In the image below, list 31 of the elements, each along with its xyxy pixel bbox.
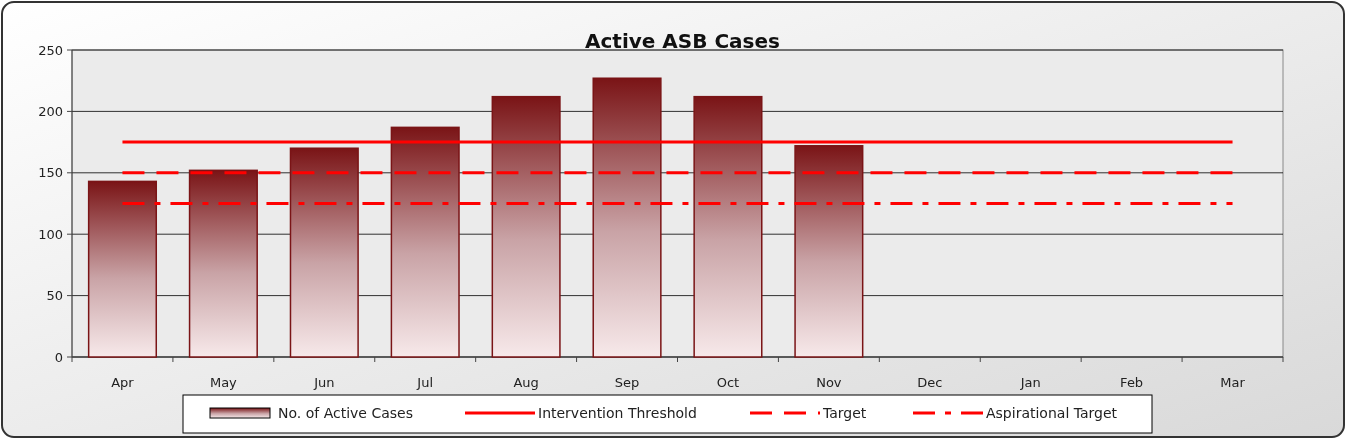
legend-label: Target [822, 404, 867, 421]
x-tick-label: Oct [716, 375, 740, 390]
x-tick-label: Mar [1220, 375, 1246, 390]
y-tick-label: 100 [38, 226, 63, 242]
x-tick-label: May [209, 375, 238, 390]
bar [794, 145, 864, 358]
bar [592, 77, 662, 358]
x-tick-label: Nov [816, 375, 842, 390]
x-tick-label: Feb [1120, 375, 1144, 390]
x-tick-label: Jul [416, 375, 434, 390]
bar [491, 95, 561, 358]
x-tick-label: Sep [614, 375, 640, 390]
bar [87, 180, 158, 358]
y-tick-label: 250 [38, 42, 63, 58]
legend-label: No. of Active Cases [278, 404, 413, 421]
x-tick-label: Aug [513, 375, 539, 390]
bar [289, 147, 359, 358]
legend-label: Intervention Threshold [538, 404, 697, 421]
x-tick-label: Jan [1019, 375, 1041, 390]
chart-title: Active ASB Cases [585, 29, 780, 53]
legend-label: Aspirational Target [986, 404, 1118, 421]
y-tick-label: 150 [38, 165, 63, 181]
bar [693, 95, 763, 358]
x-tick-label: Apr [111, 375, 135, 390]
x-tick-label: Dec [917, 375, 943, 390]
x-tick-label: Jun [313, 375, 335, 390]
bar [390, 126, 460, 358]
y-tick-label: 0 [54, 349, 63, 365]
y-tick-label: 200 [38, 103, 63, 119]
y-tick-label: 50 [46, 288, 63, 304]
bar [188, 169, 258, 358]
